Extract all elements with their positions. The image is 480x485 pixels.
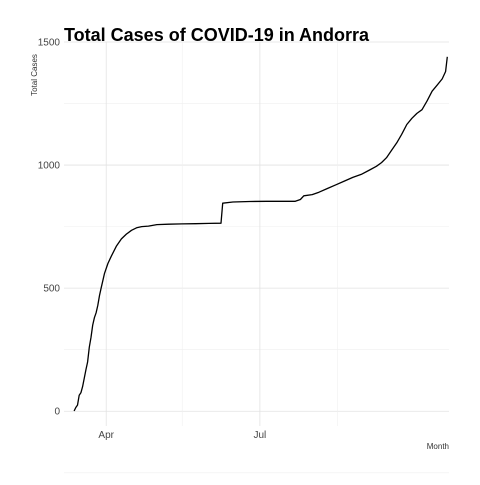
- y-tick-label: 1000: [38, 161, 61, 172]
- x-tick-label: Apr: [98, 430, 114, 441]
- data-layer: [73, 56, 448, 412]
- y-axis-label: Total Cases: [30, 54, 39, 96]
- chart-title: Total Cases of COVID-19 in Andorra: [64, 25, 370, 45]
- series-line: [73, 56, 448, 412]
- y-tick-label: 500: [43, 284, 60, 295]
- grid-layer: [64, 41, 449, 474]
- axis-layer: Total Cases Month 0 500 1000 1500 Apr Jul: [30, 38, 449, 452]
- x-tick-label: Jul: [253, 430, 266, 441]
- x-axis-label: Month: [427, 442, 449, 451]
- y-tick-label: 0: [54, 407, 60, 418]
- y-tick-label: 1500: [38, 38, 61, 49]
